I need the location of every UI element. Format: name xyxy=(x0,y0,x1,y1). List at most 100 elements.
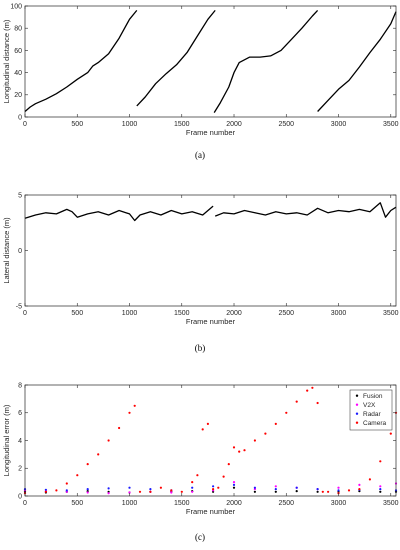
data-point-radar xyxy=(232,483,236,486)
axes-frame xyxy=(24,194,397,307)
data-point-radar xyxy=(337,489,340,492)
series-line-3 xyxy=(213,9,319,113)
legend-marker-camera xyxy=(355,421,359,424)
data-point-radar xyxy=(295,486,298,489)
panel-caption: (a) xyxy=(195,150,205,160)
chart-panel-c: 0 500 1000 1500 2000 2500 3000 3500 0 2 4 6 8 Frame n… xyxy=(2,382,399,542)
data-point-camera xyxy=(97,453,100,456)
x-tick-label: 2000 xyxy=(226,310,242,317)
data-point-camera xyxy=(238,450,241,453)
x-tick-label: 2000 xyxy=(226,500,242,507)
y-tick-label: -5 xyxy=(16,303,22,310)
data-point-v2x xyxy=(337,486,340,489)
x-axis-label: Frame number xyxy=(186,128,236,137)
x-tick-label: 2000 xyxy=(226,121,242,128)
data-point-camera xyxy=(368,478,371,481)
y-tick-label: 5 xyxy=(18,192,22,199)
data-point-camera xyxy=(138,490,142,493)
x-tick-label: 1500 xyxy=(174,500,190,507)
data-point-camera xyxy=(285,411,288,414)
x-tick-label: 2500 xyxy=(278,121,294,128)
data-point-camera xyxy=(347,489,351,492)
legend-label-camera: Camera xyxy=(363,420,387,427)
data-point-camera xyxy=(180,490,183,493)
data-point-camera xyxy=(86,463,89,466)
x-tick-label: 3500 xyxy=(383,500,399,507)
y-tick-label: 0 xyxy=(18,248,22,255)
data-point-radar xyxy=(149,488,152,491)
y-axis-label: Longitudinal error (m) xyxy=(2,404,11,476)
y-tick-label: 40 xyxy=(14,70,22,77)
x-tick-label: 1000 xyxy=(122,500,138,507)
legend-label-fusion: Fusion xyxy=(363,393,383,400)
x-tick-label: 500 xyxy=(71,500,83,507)
data-point-camera xyxy=(159,486,162,489)
data-point-v2x xyxy=(274,485,277,488)
legend-marker-fusion xyxy=(355,394,359,397)
data-point-fusion xyxy=(253,490,256,493)
x-axis-label: Frame number xyxy=(186,317,236,326)
data-point-camera xyxy=(243,449,246,452)
legend-marker-v2x xyxy=(355,403,359,406)
data-point-camera xyxy=(196,474,199,477)
data-point-fusion xyxy=(274,490,277,493)
y-tick-label: 8 xyxy=(18,382,22,389)
data-point-camera xyxy=(133,404,136,407)
y-tick-label: 2 xyxy=(18,466,22,473)
x-axis-label: Frame number xyxy=(186,507,236,516)
panel-caption: (b) xyxy=(195,343,206,353)
data-point-camera xyxy=(311,386,314,389)
data-point-camera xyxy=(217,486,220,489)
series-line-1 xyxy=(24,205,214,222)
x-tick-label: 3000 xyxy=(331,500,347,507)
x-tick-label: 1000 xyxy=(122,121,138,128)
x-tick-label: 3500 xyxy=(383,310,399,317)
data-point-fusion xyxy=(316,490,319,493)
y-tick-label: 80 xyxy=(14,26,22,33)
y-tick-label: 0 xyxy=(18,114,22,121)
data-point-camera xyxy=(44,490,48,493)
x-tick-label: 3500 xyxy=(383,121,399,128)
y-tick-label: 0 xyxy=(18,493,22,500)
x-tick-label: 2500 xyxy=(278,500,294,507)
data-point-camera xyxy=(232,446,236,449)
data-point-camera xyxy=(379,460,382,463)
data-point-radar xyxy=(212,485,215,488)
data-point-radar xyxy=(191,486,194,489)
series-line-4 xyxy=(317,11,397,112)
data-point-camera xyxy=(191,481,194,484)
data-point-camera xyxy=(149,490,152,493)
data-point-radar xyxy=(379,488,382,491)
x-tick-label: 0 xyxy=(23,121,27,128)
y-tick-label: 20 xyxy=(14,92,22,99)
data-point-camera xyxy=(227,463,230,466)
data-point-camera xyxy=(274,422,277,425)
data-point-v2x xyxy=(107,492,110,495)
x-tick-label: 1500 xyxy=(174,121,190,128)
x-tick-label: 500 xyxy=(71,310,83,317)
data-point-v2x xyxy=(232,481,236,484)
x-tick-label: 500 xyxy=(71,121,83,128)
data-point-v2x xyxy=(191,490,194,493)
data-point-radar xyxy=(107,487,110,490)
data-point-v2x xyxy=(128,491,131,494)
data-point-radar xyxy=(86,488,89,491)
series-line-1 xyxy=(24,9,138,112)
data-point-v2x xyxy=(170,491,173,494)
legend-marker-radar xyxy=(355,412,359,415)
data-point-fusion xyxy=(232,486,236,489)
legend-label-v2x: V2X xyxy=(363,402,376,409)
axes-frame xyxy=(24,384,397,497)
data-point-camera xyxy=(118,426,121,430)
chart-panel-a: 0 500 1000 1500 2000 2500 3000 3500 0 20 40 60 80 100… xyxy=(2,3,399,160)
data-point-v2x xyxy=(86,491,89,494)
data-point-v2x xyxy=(358,483,361,486)
panel-caption: (c) xyxy=(195,532,205,542)
legend-label-radar: Radar xyxy=(363,411,382,418)
data-point-v2x xyxy=(379,485,382,488)
data-point-camera xyxy=(107,439,110,442)
data-point-camera xyxy=(201,428,204,431)
x-tick-label: 1500 xyxy=(174,310,190,317)
data-point-fusion xyxy=(295,490,298,493)
data-point-camera xyxy=(321,490,324,493)
